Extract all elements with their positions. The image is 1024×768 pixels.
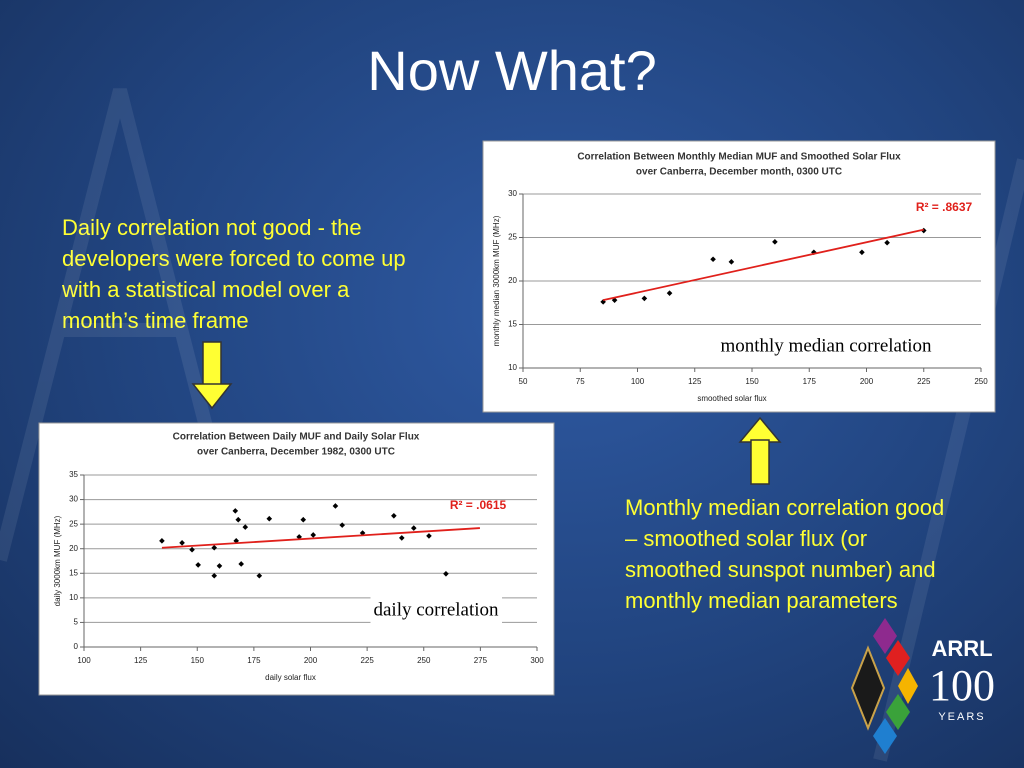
y-tick-label: 25 <box>508 233 517 242</box>
point <box>391 512 397 519</box>
point <box>772 239 778 245</box>
point <box>238 561 244 567</box>
y-tick-label: 0 <box>74 642 79 651</box>
point <box>235 516 242 523</box>
point <box>426 533 432 539</box>
caption: daily correlation <box>373 599 499 620</box>
x-tick-label: 175 <box>247 656 261 665</box>
y-tick-label: 15 <box>69 568 78 577</box>
x-tick-label: 150 <box>745 377 759 386</box>
point <box>159 538 165 544</box>
chart-subtitle: over Canberra, December month, 0300 UTC <box>636 167 842 178</box>
x-tick-label: 225 <box>917 377 931 386</box>
y-tick-label: 10 <box>508 363 517 372</box>
point <box>728 259 735 265</box>
point <box>216 563 223 569</box>
point <box>443 570 449 577</box>
chart-frame <box>482 140 996 413</box>
point <box>339 522 346 528</box>
point <box>232 508 239 514</box>
x-tick-label: 250 <box>974 377 988 386</box>
right-text: Monthly median correlation good – smooth… <box>625 495 945 613</box>
arrow-down <box>191 341 233 410</box>
point <box>211 544 218 551</box>
x-tick-label: 300 <box>530 656 544 665</box>
logo-name: ARRL <box>931 636 992 661</box>
chart-title: Correlation Between Daily MUF and Daily … <box>173 432 420 443</box>
x-tick-label: 175 <box>803 377 817 386</box>
caption-bg <box>717 332 936 360</box>
arrow-up <box>738 416 782 485</box>
point <box>641 295 648 302</box>
slide-title: Now What? <box>367 39 657 102</box>
caption-bg <box>370 596 503 624</box>
logo-years: YEARS <box>938 711 985 723</box>
annotation: R² = .8637 <box>916 200 973 214</box>
point <box>859 249 865 256</box>
y-tick-label: 25 <box>69 519 78 528</box>
trendline <box>602 228 924 302</box>
x-tick-label: 50 <box>519 377 528 386</box>
y-axis-label: daily 3000km MUF (MHz) <box>53 515 62 606</box>
point <box>211 572 218 579</box>
x-tick-label: 200 <box>860 377 874 386</box>
x-tick-label: 100 <box>631 377 645 386</box>
y-tick-label: 30 <box>69 495 78 504</box>
x-tick-label: 225 <box>360 656 374 665</box>
logo-number: 100 <box>929 661 995 710</box>
point <box>666 290 673 296</box>
logo: ARRL 100 YEARS <box>850 618 995 754</box>
x-tick-label: 125 <box>134 656 148 665</box>
point <box>242 524 249 530</box>
y-tick-label: 20 <box>508 276 517 285</box>
point <box>266 515 273 522</box>
y-tick-label: 10 <box>69 593 78 602</box>
point <box>884 239 890 246</box>
y-tick-label: 5 <box>74 618 79 627</box>
x-axis-label: daily solar flux <box>265 673 316 682</box>
x-axis-label: smoothed solar flux <box>697 394 766 403</box>
point <box>410 525 417 531</box>
point <box>300 516 307 523</box>
x-tick-label: 100 <box>77 656 91 665</box>
point <box>398 535 405 541</box>
chart-subtitle: over Canberra, December 1982, 0300 UTC <box>197 447 395 458</box>
annotation: R² = .0615 <box>450 498 507 512</box>
point <box>710 256 716 263</box>
x-tick-label: 200 <box>304 656 318 665</box>
point <box>332 503 339 509</box>
left-text: Daily correlation not good - the develop… <box>62 215 406 333</box>
x-tick-label: 75 <box>576 377 585 386</box>
caption: monthly median correlation <box>720 335 932 356</box>
chart-title: Correlation Between Monthly Median MUF a… <box>577 152 901 163</box>
point <box>189 546 195 553</box>
point <box>233 538 240 544</box>
point <box>256 572 263 579</box>
y-tick-label: 15 <box>508 320 517 329</box>
y-tick-label: 20 <box>69 544 78 553</box>
x-tick-label: 250 <box>417 656 431 665</box>
point <box>195 562 201 568</box>
x-tick-label: 125 <box>688 377 702 386</box>
y-tick-label: 30 <box>508 189 517 198</box>
trendline <box>161 527 480 549</box>
y-axis-label: monthly median 3000km MUF (MHz) <box>492 215 501 346</box>
x-tick-label: 150 <box>191 656 205 665</box>
chart-frame <box>38 422 555 696</box>
x-tick-label: 275 <box>474 656 488 665</box>
point <box>310 532 317 538</box>
y-tick-label: 35 <box>69 470 78 479</box>
point <box>179 540 185 546</box>
